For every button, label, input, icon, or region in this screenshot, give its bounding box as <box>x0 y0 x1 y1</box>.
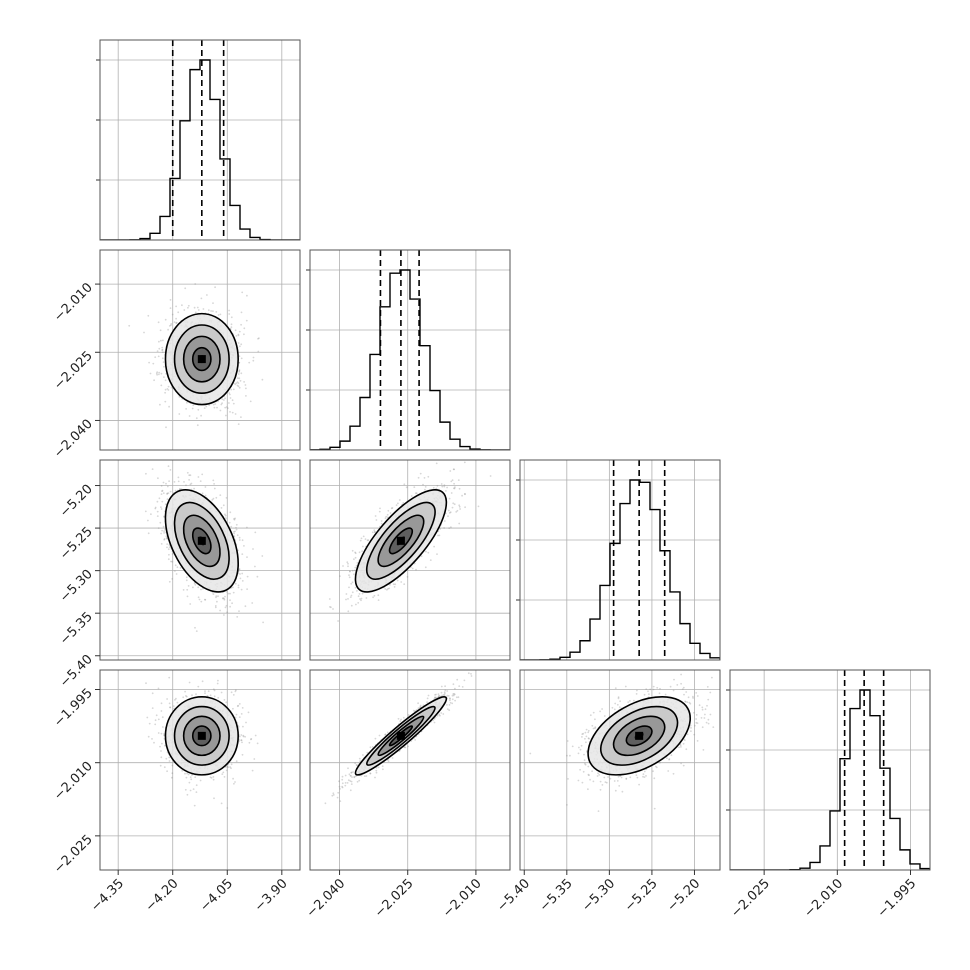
contour-line <box>377 514 425 568</box>
panel-frame <box>729 669 931 871</box>
contour-line <box>191 527 212 555</box>
y-tick-label: −5.35 <box>57 609 96 648</box>
contour-line <box>182 335 221 383</box>
histogram-panel-0 <box>96 39 301 241</box>
contour-line <box>354 696 448 776</box>
contour-line <box>366 705 436 766</box>
x-tick-label: −5.20 <box>665 876 704 915</box>
contour-line <box>625 725 653 747</box>
histogram-panel-3: −2.025 −2.010 −1.995 <box>726 669 931 921</box>
contour-line <box>388 527 414 555</box>
contour-line <box>191 725 212 747</box>
x-tick-label: −4.05 <box>197 876 236 915</box>
y-tick-label: −2.010 <box>51 759 96 804</box>
contour-line <box>587 696 692 776</box>
contour-line <box>182 715 221 757</box>
histogram-bars <box>310 269 510 450</box>
panel-frame <box>519 459 721 661</box>
density-peak <box>197 536 206 545</box>
scatter-panel-3-0: −4.35 −4.20 −4.05 −3.90 −2.025 −2.010 −1.995 <box>51 669 301 915</box>
y-tick-label: −2.025 <box>51 348 96 393</box>
x-tick-label: −2.025 <box>728 876 773 921</box>
contour-line <box>164 312 239 406</box>
scatter-panel-3-2: −5.40 −5.35 −5.30 −5.25 −5.20 <box>494 669 721 915</box>
y-tick-label: −5.40 <box>57 652 96 691</box>
x-tick-label: −2.010 <box>440 876 485 921</box>
histogram-bars <box>100 59 300 240</box>
histogram-bars <box>730 689 930 870</box>
x-tick-label: −5.35 <box>537 876 576 915</box>
density-peak <box>197 355 206 364</box>
scatter-panel-3-1: −2.040 −2.025 −2.010 <box>304 669 511 921</box>
x-tick-label: −2.025 <box>372 876 417 921</box>
x-tick-label: −4.35 <box>88 876 127 915</box>
y-tick-label: −5.20 <box>57 482 96 521</box>
panel-frame <box>309 249 511 451</box>
panel-frame <box>309 669 511 871</box>
x-tick-label: −5.25 <box>622 876 661 915</box>
contour-line <box>182 514 221 568</box>
histogram-bars <box>520 479 720 660</box>
histogram-panel-2 <box>516 459 721 661</box>
density-peak <box>396 731 405 740</box>
density-peak <box>197 731 206 740</box>
histogram-panel-1 <box>306 249 511 451</box>
x-tick-label: −5.40 <box>494 876 533 915</box>
contour-line <box>173 501 230 580</box>
x-tick-label: −2.040 <box>304 876 349 921</box>
panel-frame <box>99 249 301 451</box>
contour-line <box>612 715 666 757</box>
contour-line <box>354 488 448 593</box>
panel-frame <box>99 459 301 661</box>
y-tick-label: −2.040 <box>51 417 96 462</box>
y-tick-label: −5.30 <box>57 567 96 606</box>
y-tick-label: −2.025 <box>51 832 96 877</box>
contour-line <box>173 705 230 766</box>
x-tick-label: −2.010 <box>802 876 847 921</box>
x-tick-label: −5.30 <box>579 876 618 915</box>
x-tick-label: −3.90 <box>252 876 291 915</box>
contour-line <box>191 346 212 372</box>
panel-frame <box>99 39 301 241</box>
contour-line <box>600 705 679 766</box>
x-tick-label: −1.995 <box>875 876 920 921</box>
y-tick-label: −1.995 <box>51 686 96 731</box>
contour-line <box>164 488 239 593</box>
scatter-panel-1-0: −2.040 −2.025 −2.010 <box>51 249 301 462</box>
panel-frame <box>99 669 301 871</box>
panel-frame <box>309 459 511 661</box>
contour-line <box>164 696 239 776</box>
x-tick-label: −4.20 <box>143 876 182 915</box>
scatter-panel-2-1 <box>309 459 511 661</box>
y-tick-label: −2.010 <box>51 280 96 325</box>
contour-line <box>173 324 230 394</box>
panel-frame <box>519 669 721 871</box>
contour-line <box>366 501 436 580</box>
y-tick-label: −5.25 <box>57 524 96 563</box>
scatter-panel-2-0: −5.40 −5.35−5.30 −5.25−5.20 <box>57 459 301 691</box>
density-peak <box>635 731 644 740</box>
density-peak <box>396 536 405 545</box>
